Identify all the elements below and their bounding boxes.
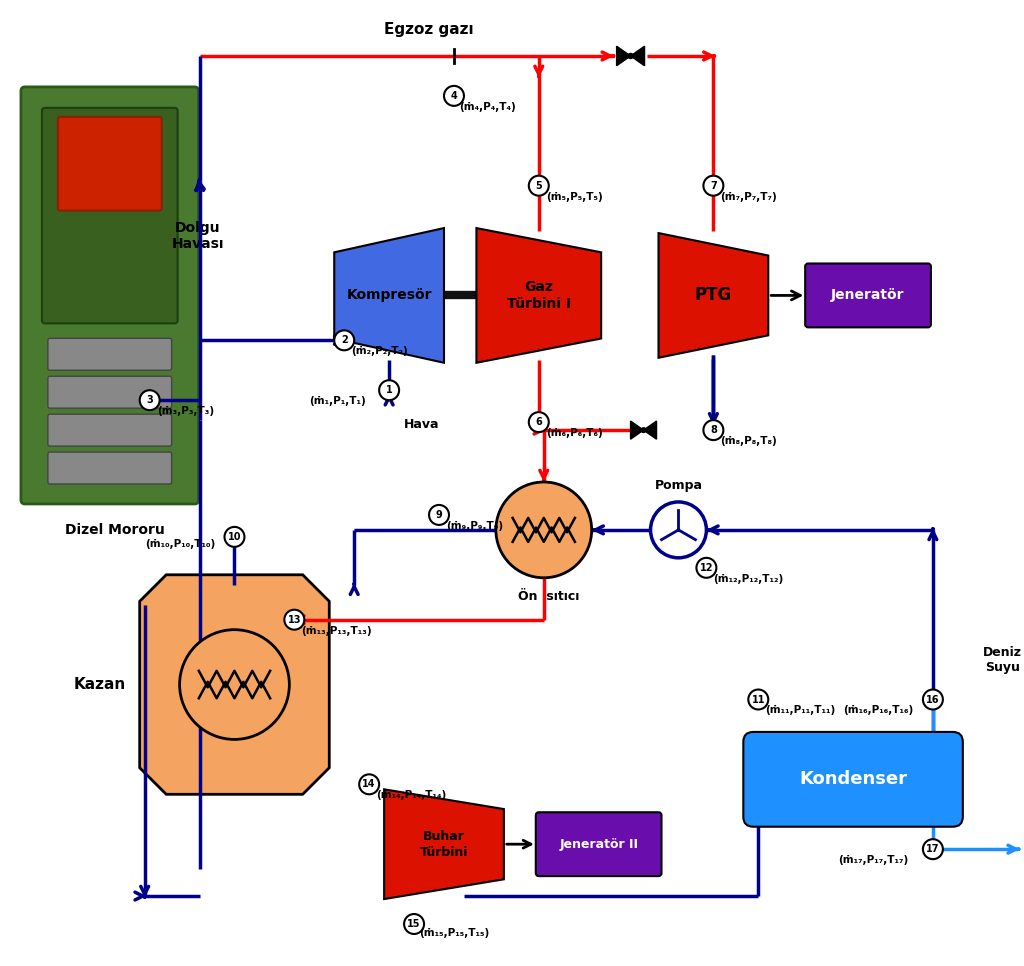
Text: (ṁ₈,P₈,T₈): (ṁ₈,P₈,T₈) (720, 436, 777, 446)
FancyBboxPatch shape (48, 414, 172, 446)
Text: 6: 6 (536, 417, 542, 427)
Text: 12: 12 (699, 563, 713, 573)
Text: 7: 7 (710, 181, 717, 190)
Text: Gaz
Türbini I: Gaz Türbini I (507, 280, 570, 311)
Text: (ṁ₁₆,P₁₆,T₁₆): (ṁ₁₆,P₁₆,T₁₆) (843, 705, 913, 716)
Text: 9: 9 (435, 510, 442, 520)
Text: PTG: PTG (694, 287, 732, 304)
Text: (ṁ₁₀,P₁₀,T₁₀): (ṁ₁₀,P₁₀,T₁₀) (144, 539, 215, 549)
Circle shape (923, 690, 943, 709)
Polygon shape (631, 46, 644, 66)
Text: Hava: Hava (404, 418, 439, 431)
Circle shape (179, 630, 290, 739)
Text: Kondenser: Kondenser (799, 770, 907, 788)
Circle shape (528, 412, 549, 432)
Circle shape (379, 381, 399, 400)
Circle shape (334, 330, 354, 351)
Circle shape (404, 914, 424, 934)
Text: 10: 10 (227, 532, 242, 542)
Circle shape (749, 690, 768, 709)
Circle shape (703, 420, 723, 440)
FancyBboxPatch shape (536, 812, 662, 876)
Polygon shape (139, 575, 330, 794)
Text: (ṁ₁₁,P₁₁,T₁₁): (ṁ₁₁,P₁₁,T₁₁) (765, 705, 836, 716)
Text: 16: 16 (926, 695, 940, 704)
Circle shape (444, 86, 464, 106)
Text: 2: 2 (341, 335, 347, 345)
Text: (ṁ₁₄,P₁₄,T₁₄): (ṁ₁₄,P₁₄,T₁₄) (376, 790, 446, 800)
Polygon shape (384, 789, 504, 899)
Circle shape (528, 176, 549, 196)
Polygon shape (476, 228, 601, 363)
Text: 13: 13 (288, 614, 301, 625)
Polygon shape (643, 421, 656, 440)
Text: Jeneratör II: Jeneratör II (559, 838, 638, 851)
Text: (ṁ₁₂,P₁₂,T₁₂): (ṁ₁₂,P₁₂,T₁₂) (714, 574, 783, 583)
Circle shape (359, 775, 379, 794)
Text: 8: 8 (710, 425, 717, 435)
Circle shape (429, 505, 449, 525)
Text: 14: 14 (362, 780, 376, 789)
Circle shape (650, 502, 707, 557)
Polygon shape (334, 228, 444, 363)
Text: 15: 15 (408, 919, 421, 929)
Text: (ṁ₉,P₉,T₉): (ṁ₉,P₉,T₉) (446, 521, 503, 531)
Circle shape (224, 526, 245, 547)
Text: Deniz
Suyu: Deniz Suyu (983, 645, 1022, 673)
Polygon shape (616, 46, 631, 66)
Text: (ṁ₁,P₁,T₁): (ṁ₁,P₁,T₁) (309, 396, 366, 406)
FancyBboxPatch shape (48, 452, 172, 484)
Text: (ṁ₇,P₇,T₇): (ṁ₇,P₇,T₇) (720, 191, 777, 202)
Text: (ṁ₁₃,P₁₃,T₁₃): (ṁ₁₃,P₁₃,T₁₃) (301, 626, 372, 636)
Text: 4: 4 (451, 91, 458, 100)
Text: (ṁ₂,P₂,T₂): (ṁ₂,P₂,T₂) (351, 346, 408, 356)
FancyBboxPatch shape (42, 108, 177, 324)
FancyBboxPatch shape (20, 87, 199, 504)
Circle shape (923, 839, 943, 859)
Text: Dizel Mororu: Dizel Mororu (65, 523, 165, 537)
Circle shape (696, 557, 717, 578)
Polygon shape (631, 421, 643, 440)
Text: Pompa: Pompa (654, 479, 702, 492)
Text: Ön Isıtıcı: Ön Isıtıcı (518, 590, 580, 603)
Polygon shape (658, 233, 768, 357)
Text: Dolgu
Havası: Dolgu Havası (171, 220, 224, 251)
Text: Buhar
Türbini: Buhar Türbini (420, 830, 468, 859)
Text: Jeneratör: Jeneratör (831, 289, 905, 302)
Text: 17: 17 (926, 844, 940, 854)
Text: Egzoz gazı: Egzoz gazı (384, 21, 474, 37)
FancyBboxPatch shape (805, 264, 931, 327)
Text: 11: 11 (752, 695, 765, 704)
Text: (ṁ₁₅,P₁₅,T₁₅): (ṁ₁₅,P₁₅,T₁₅) (419, 928, 489, 938)
FancyBboxPatch shape (743, 732, 963, 827)
FancyBboxPatch shape (58, 117, 162, 211)
FancyBboxPatch shape (48, 376, 172, 409)
Text: (ṁ₁₇,P₁₇,T₁₇): (ṁ₁₇,P₁₇,T₁₇) (838, 855, 908, 866)
Circle shape (641, 428, 646, 433)
Circle shape (628, 53, 633, 59)
Circle shape (496, 482, 592, 578)
Circle shape (139, 390, 160, 411)
Text: Kazan: Kazan (74, 677, 126, 692)
Text: (ṁ₄,P₄,T₄): (ṁ₄,P₄,T₄) (459, 101, 516, 112)
Circle shape (703, 176, 723, 196)
Text: (ṁ₅,P₅,T₅): (ṁ₅,P₅,T₅) (546, 191, 602, 202)
Text: (ṁ₆,P₆,T₆): (ṁ₆,P₆,T₆) (546, 428, 602, 439)
FancyBboxPatch shape (48, 338, 172, 370)
Text: 1: 1 (386, 385, 392, 395)
Text: Kompresör: Kompresör (346, 289, 432, 302)
Text: 5: 5 (536, 181, 542, 190)
Circle shape (285, 610, 304, 630)
Text: (ṁ₃,P₃,T₃): (ṁ₃,P₃,T₃) (157, 406, 214, 416)
Text: 3: 3 (146, 395, 153, 405)
